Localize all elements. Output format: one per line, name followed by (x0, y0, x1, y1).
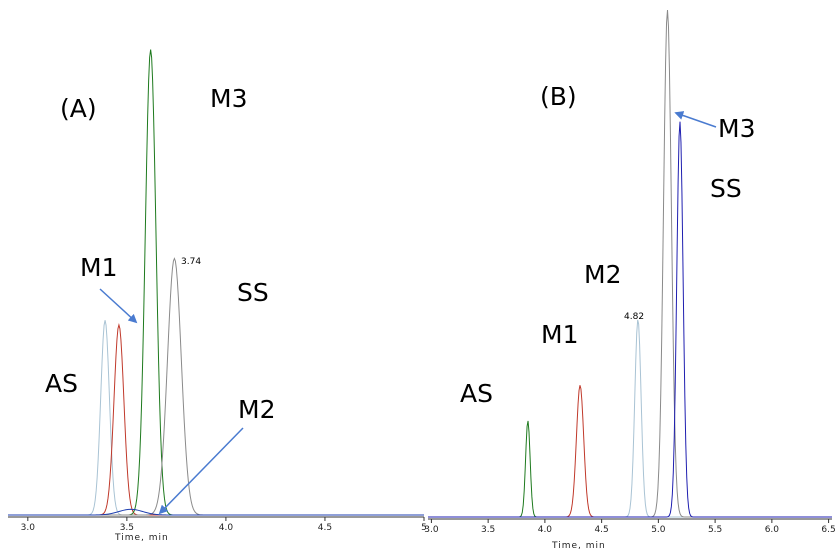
panel-b-arrow-m3 (674, 111, 717, 128)
panel-b-tick-label: 3.5 (481, 525, 495, 535)
panel-b-trace-as (428, 420, 832, 518)
panel-b-tick-label: 5.5 (708, 525, 722, 535)
panel-a-trace-m2 (8, 508, 424, 516)
panel-a-label-m2: M2 (238, 395, 275, 424)
panel-b-label-as: AS (460, 379, 493, 408)
panel-a-arrow-m1 (99, 288, 138, 324)
panel-a-label-m3: M3 (210, 84, 247, 113)
panel-b-xlabel: Time, min (551, 541, 606, 550)
panel-b-tick-label: 6.0 (765, 525, 780, 535)
panel-a-tick-label: 4.0 (219, 523, 234, 533)
panel-b-label: (B) (540, 82, 577, 111)
panel-a-traces (8, 49, 424, 516)
panel-b-label-m3: M3 (718, 114, 755, 143)
panel-a-tick-label: 3.5 (120, 523, 134, 533)
panel-b-label-m1: M1 (541, 320, 578, 349)
panel-b: 3.0 3.5 4.0 4.5 5.0 5.5 6.0 6.5 Time, min (B) 4… (424, 10, 836, 550)
panel-b-tick-label: 5.0 (651, 525, 666, 535)
panel-b-ticks: 3.0 3.5 4.0 4.5 5.0 5.5 6.0 6.5 (424, 519, 836, 535)
panel-a-peak-annotation: 3.74 (181, 257, 201, 267)
panel-a-tick-label: 3.0 (21, 523, 36, 533)
panel-b-trace-ss (428, 10, 832, 518)
panel-a: 3.0 3.5 4.0 4.5 5 Time, min (A) 3.74 AS M1 M… (8, 49, 427, 543)
panel-a-label-ss: SS (237, 278, 269, 307)
panel-a-xlabel: Time, min (114, 533, 169, 543)
panel-a-tick-label: 4.5 (318, 523, 332, 533)
panel-a-trace-as (8, 320, 424, 516)
panel-a-label: (A) (60, 94, 97, 123)
panel-a-tick-label: 5 (421, 523, 427, 533)
panel-a-label-as: AS (45, 369, 78, 398)
panel-b-peak-annotation: 4.82 (624, 312, 644, 322)
panel-b-trace-m2 (428, 319, 832, 518)
panel-a-trace-m1 (8, 323, 424, 516)
panel-a-label-m1: M1 (80, 253, 117, 282)
panel-b-label-m2: M2 (584, 260, 621, 289)
panel-b-label-ss: SS (710, 174, 742, 203)
panel-a-arrow-m2 (158, 427, 244, 515)
panel-b-tick-label: 6.5 (821, 525, 835, 535)
panel-b-trace-m3 (428, 121, 832, 518)
panel-b-tick-label: 4.5 (594, 525, 608, 535)
panel-b-traces (428, 10, 832, 518)
panel-b-tick-label: 3.0 (424, 525, 439, 535)
panel-b-tick-label: 4.0 (538, 525, 553, 535)
panel-a-ticks: 3.0 3.5 4.0 4.5 5 (21, 517, 427, 533)
